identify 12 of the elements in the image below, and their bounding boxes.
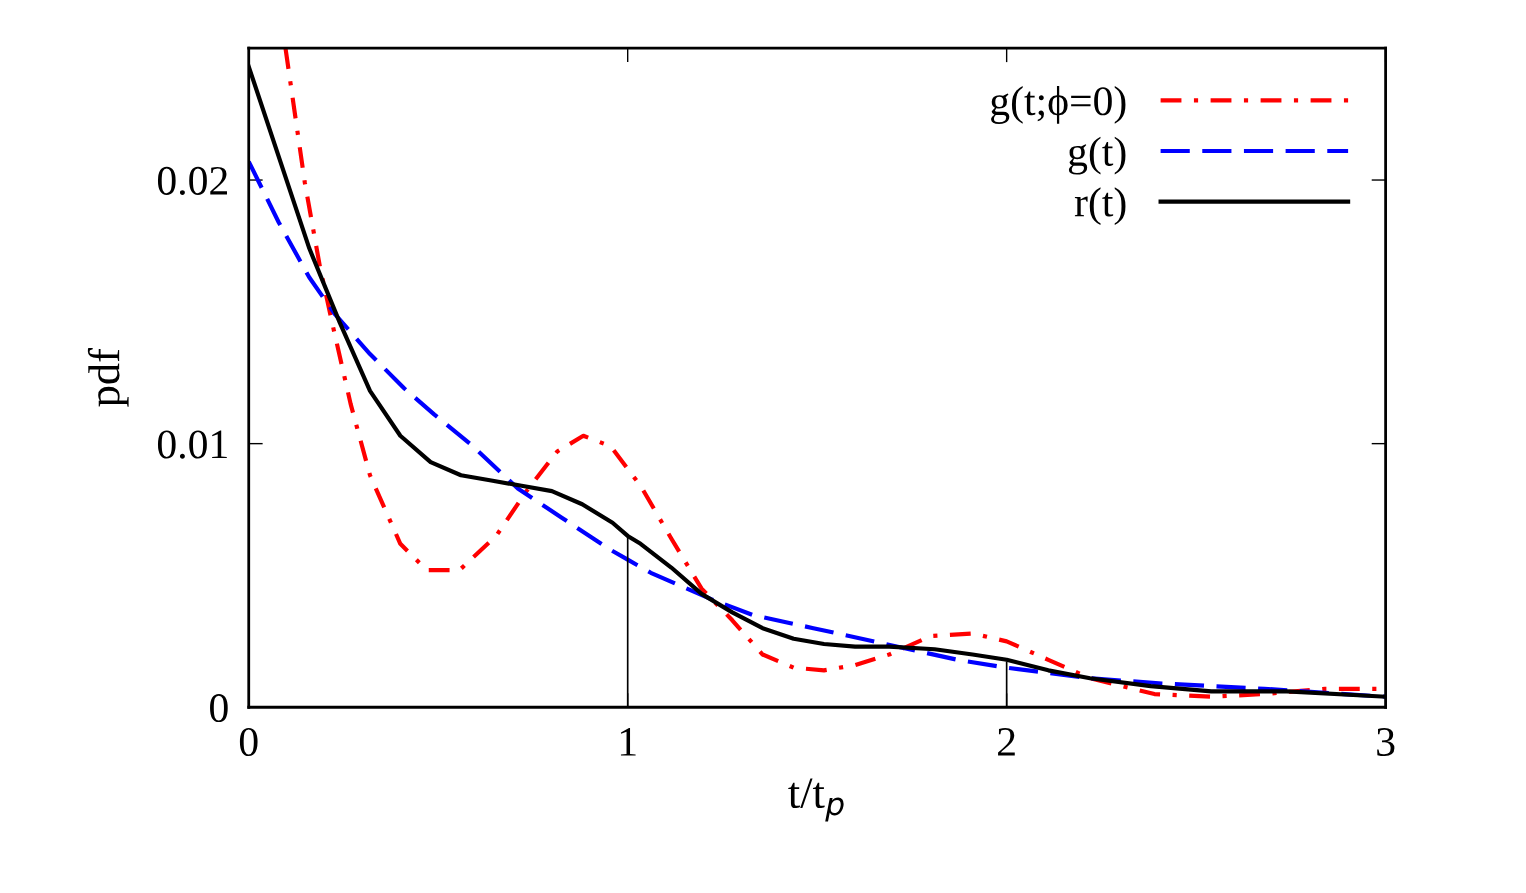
x-axis-title: t/t$_{p}$ (788, 778, 844, 822)
x-tick-label: 3 (1377, 728, 1395, 757)
legend-label: r(t) (1074, 187, 1126, 226)
y-axis-title: pdf (87, 348, 129, 407)
legend-label: g(t) (1068, 136, 1126, 175)
x-tick-label: 2 (998, 728, 1015, 756)
x-tick-label: 0 (239, 727, 258, 757)
legend-label: g(t;ϕ=0) (991, 85, 1126, 124)
y-tick-label: 0.01 (157, 430, 227, 459)
x-tick-label: 1 (620, 728, 636, 756)
y-tick-label: 0 (210, 694, 228, 723)
y-tick-label: 0.02 (157, 166, 227, 196)
